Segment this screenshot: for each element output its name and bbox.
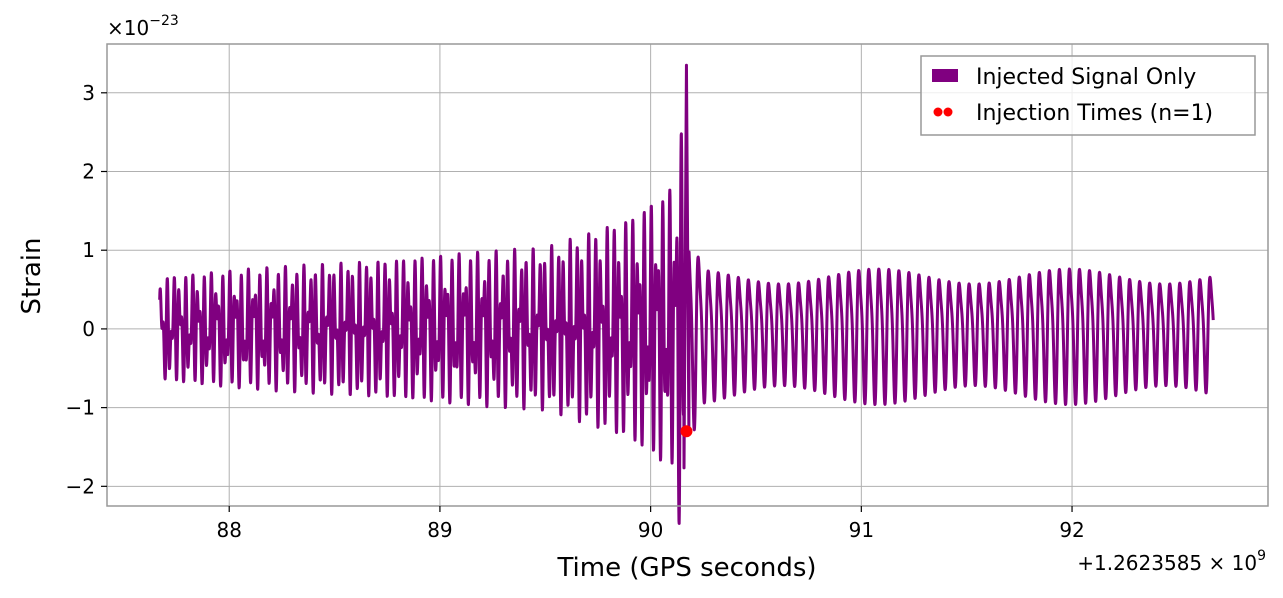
legend-swatch-injected-signal [932,69,958,82]
x-axis-label: Time (GPS seconds) [556,553,816,583]
y-tick-label: 0 [82,317,95,341]
y-axis-ticks: −2 −1 0 1 2 3 [66,81,107,498]
y-tick-label: 1 [82,238,95,262]
y-tick-label: 3 [82,81,95,105]
legend-marker-injection-times [933,107,943,117]
y-multiplier: ×10−23 [107,13,179,40]
legend-label-injected-signal: Injected Signal Only [976,65,1196,90]
x-tick-label: 92 [1059,518,1084,542]
legend-label-injection-times: Injection Times (n=1) [976,101,1213,126]
y-tick-label: −2 [66,474,95,498]
series-line-injected-signal [158,63,1215,525]
y-axis-label: Strain [17,237,47,314]
x-tick-label: 91 [849,518,874,542]
legend: Injected Signal Only Injection Times (n=… [920,55,1256,136]
x-tick-label: 89 [427,518,452,542]
legend-box [920,55,1256,136]
y-tick-label: −1 [66,396,95,420]
x-offset-label: +1.2623585 × 109 [1077,548,1266,575]
plot-frame [106,43,1269,507]
legend-marker-injection-times [943,107,953,117]
injection-time-point [680,425,693,438]
series-layer [158,63,1215,525]
x-tick-label: 88 [216,518,241,542]
x-axis-ticks: 88 89 90 91 92 [216,506,1085,542]
x-tick-label: 90 [638,518,663,542]
y-tick-label: 2 [82,160,95,184]
